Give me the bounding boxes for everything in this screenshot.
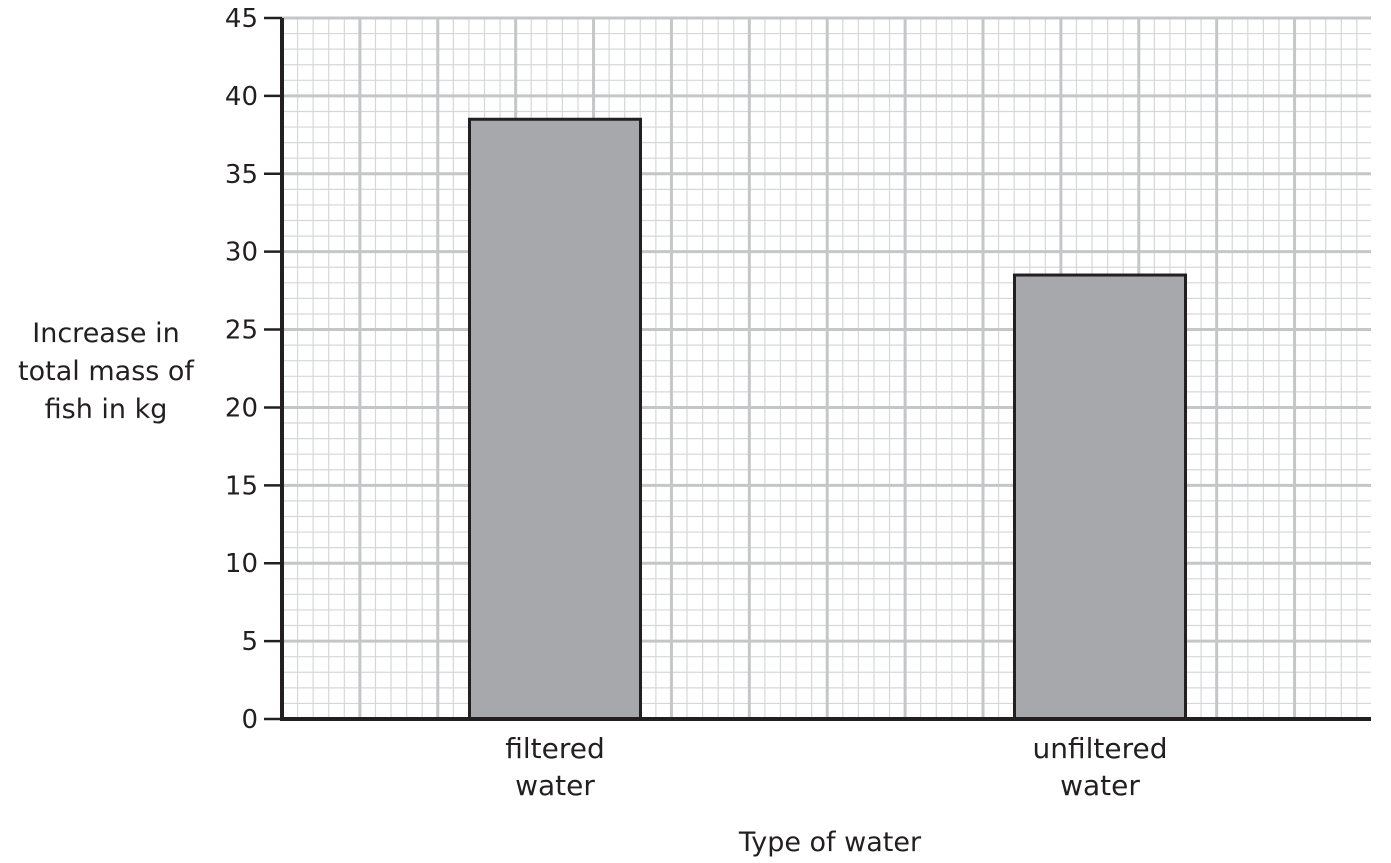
y-tick-label: 40 — [225, 82, 258, 112]
y-tick-label: 30 — [225, 238, 258, 268]
bar-0 — [468, 117, 642, 721]
major-grid — [280, 16, 1371, 721]
x-category-label: filtered water — [505, 732, 605, 802]
y-tick-label: 15 — [225, 471, 258, 501]
axes — [280, 18, 1371, 721]
y-tick-label: 20 — [225, 393, 258, 423]
y-ticks: 0 5 10 15 20 25 30 35 40 45 — [225, 4, 282, 735]
x-category-labels: filtered water unfiltered water — [505, 732, 1167, 802]
y-tick-label: 25 — [225, 316, 258, 346]
y-tick-label: 0 — [241, 705, 258, 735]
x-category-label: unfiltered water — [1032, 732, 1167, 802]
y-tick-label: 35 — [225, 160, 258, 190]
bar-1 — [1013, 273, 1187, 721]
bars — [468, 117, 1187, 721]
y-tick-label: 5 — [241, 627, 258, 657]
y-tick-label: 45 — [225, 4, 258, 34]
y-axis-title: Increase in total mass of fish in kg — [18, 318, 195, 425]
y-tick-label: 10 — [225, 549, 258, 579]
x-axis-title: Type of water — [738, 827, 922, 858]
